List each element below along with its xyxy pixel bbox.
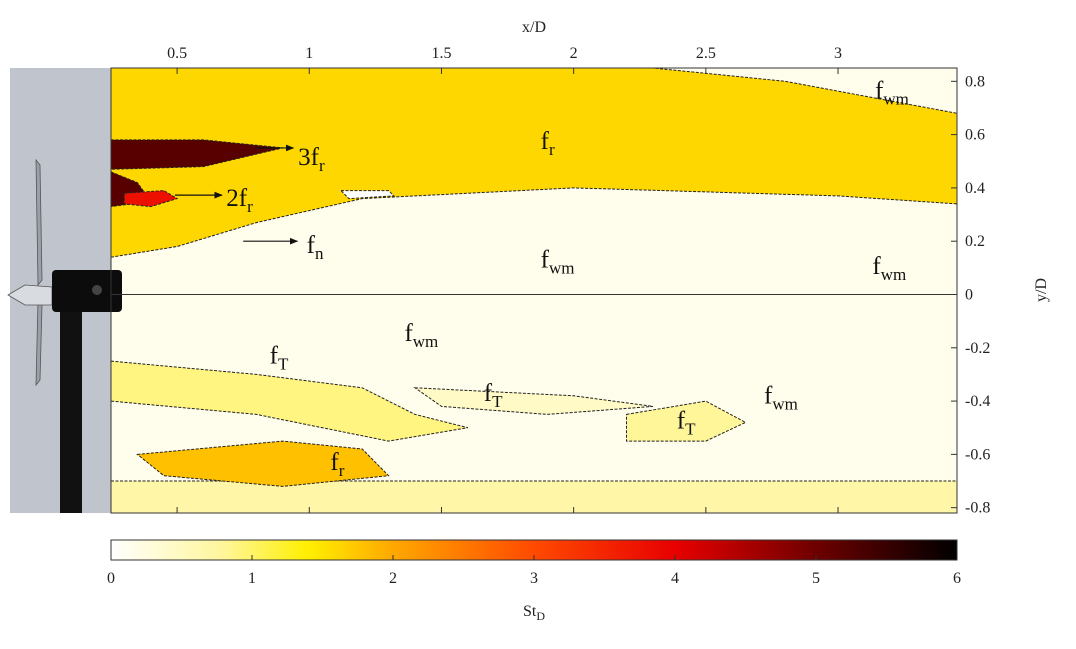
x-tick-label: 1.5 — [431, 45, 451, 62]
annotation: fT — [270, 342, 289, 373]
y-tick-label: -0.8 — [965, 500, 990, 517]
annotation-text: f — [541, 247, 550, 274]
annotation-subscript: wm — [881, 265, 907, 284]
x-tick-label: 0.5 — [167, 45, 187, 62]
annotation-text: 2f — [226, 185, 248, 212]
y-tick-label: -0.4 — [965, 393, 990, 410]
colorbar: 0 1 2 3 4 5 6 StD — [107, 539, 961, 623]
y-tick-label: 0 — [965, 286, 973, 303]
annotation-text: f — [484, 380, 493, 407]
annotation-text: f — [875, 77, 884, 104]
annotation-subscript: n — [315, 244, 324, 263]
y-tick-label: 0.2 — [965, 233, 985, 250]
annotation-subscript: r — [247, 197, 253, 216]
colorbar-label-subscript: D — [536, 609, 545, 623]
contour-region — [123, 190, 179, 208]
y-tick-label: 0.4 — [965, 180, 985, 197]
annotation-subscript: T — [685, 420, 696, 439]
annotation-subscript: r — [339, 461, 345, 480]
y-tick-label: -0.6 — [965, 446, 990, 463]
annotation-text: f — [270, 342, 279, 369]
annotation-subscript: T — [278, 354, 289, 373]
axes: 0.5 1 1.5 2 2.5 3 -0.8 -0.6 -0.4 -0.2 0 0.2 0.4 0.6 0.… — [110, 19, 1050, 517]
colorbar-label-text: St — [523, 603, 537, 620]
annotation: fwm — [872, 253, 906, 284]
contour-region — [413, 387, 654, 415]
annotation-subscript: T — [492, 392, 503, 411]
annotation-text: f — [330, 449, 339, 476]
annotation: fT — [677, 408, 696, 439]
annotation: fr — [541, 128, 555, 159]
annotation: fn — [307, 232, 324, 263]
x-tick-label: 3 — [834, 45, 842, 62]
annotation-subscript: wm — [883, 89, 909, 108]
x-tick-label: 2.5 — [696, 45, 716, 62]
annotation-text: f — [764, 382, 773, 409]
annotation-text: f — [541, 128, 550, 155]
colorbar-tick-label: 6 — [953, 570, 961, 587]
contour-region — [339, 190, 396, 200]
colorbar-tick-label: 3 — [530, 570, 538, 587]
annotation-subscript: wm — [772, 394, 798, 413]
contour-region — [110, 360, 469, 442]
annotation-text: f — [404, 320, 413, 347]
annotation: fwm — [541, 247, 575, 278]
contour-regions — [110, 67, 958, 514]
colorbar-tick-label: 4 — [671, 570, 679, 587]
contour-region — [136, 440, 390, 487]
contour-region — [110, 480, 958, 514]
frame — [110, 67, 958, 514]
colorbar-tick-label: 1 — [248, 570, 256, 587]
annotation: 2fr — [226, 185, 253, 216]
annotation-text: f — [677, 408, 686, 435]
x-axis-label: x/D — [522, 19, 546, 36]
turbine-illustration — [7, 68, 122, 513]
annotation-subscript: r — [319, 156, 325, 175]
annotation: fwm — [404, 320, 438, 351]
annotation: fr — [330, 449, 344, 480]
y-tick-label: -0.2 — [965, 340, 990, 357]
annotation: fT — [484, 380, 503, 411]
colorbar-tick-label: 0 — [107, 570, 115, 587]
annotation: fwm — [764, 382, 798, 413]
colorbar-tick-label: 2 — [389, 570, 397, 587]
colorbar-tick-label: 5 — [812, 570, 820, 587]
y-axis-label: y/D — [1033, 278, 1050, 302]
annotation-text: f — [307, 232, 316, 259]
x-tick-label: 1 — [305, 45, 313, 62]
x-tick-label: 2 — [570, 45, 578, 62]
contour-region — [626, 400, 747, 442]
contour-region — [110, 67, 958, 258]
annotation-text: f — [872, 253, 881, 280]
y-tick-label: 0.6 — [965, 127, 985, 144]
colorbar-label: StD — [523, 603, 545, 623]
annotation-text: 3f — [298, 144, 320, 171]
y-tick-label: 0.8 — [965, 73, 985, 90]
annotation: fwm — [875, 77, 909, 108]
annotation-subscript: r — [549, 140, 555, 159]
annotation-subscript: wm — [549, 259, 575, 278]
annotation: 3fr — [298, 144, 325, 175]
annotation-subscript: wm — [413, 332, 439, 351]
